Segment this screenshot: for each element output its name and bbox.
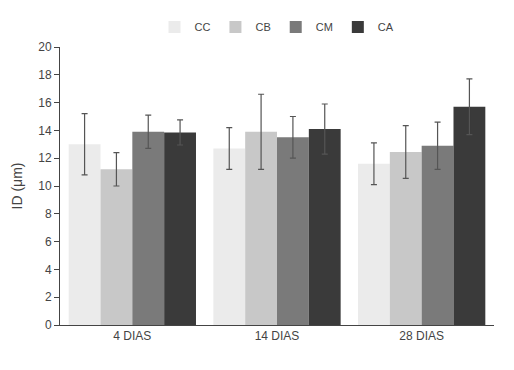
svg-text:14 DIAS: 14 DIAS: [255, 329, 300, 343]
svg-text:18: 18: [38, 68, 52, 82]
svg-text:4: 4: [45, 263, 52, 277]
svg-text:ID (μm): ID (μm): [9, 163, 25, 210]
svg-text:CB: CB: [255, 21, 270, 33]
svg-text:4 DIAS: 4 DIAS: [113, 329, 151, 343]
svg-text:12: 12: [38, 151, 52, 165]
svg-text:CM: CM: [316, 21, 333, 33]
svg-text:6: 6: [45, 235, 52, 249]
svg-text:CA: CA: [378, 21, 394, 33]
svg-text:2: 2: [45, 290, 52, 304]
svg-text:8: 8: [45, 207, 52, 221]
svg-text:20: 20: [38, 40, 52, 54]
svg-text:14: 14: [38, 124, 52, 138]
svg-text:0: 0: [45, 318, 52, 332]
svg-text:CC: CC: [195, 21, 211, 33]
svg-text:16: 16: [38, 96, 52, 110]
svg-text:10: 10: [38, 179, 52, 193]
svg-text:28 DIAS: 28 DIAS: [399, 329, 444, 343]
